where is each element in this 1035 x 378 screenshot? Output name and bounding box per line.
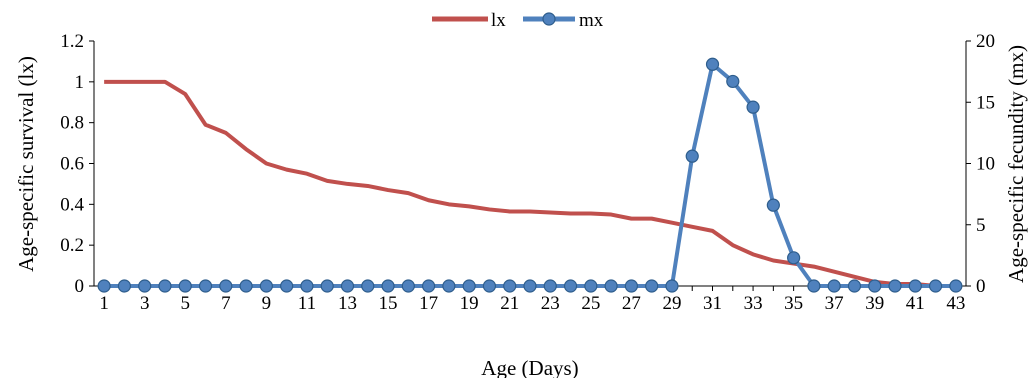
- right-y-tick-label: 0: [976, 276, 986, 297]
- left-y-tick-label: 0.4: [60, 194, 84, 215]
- data-point-mx: [908, 279, 922, 293]
- left-y-tick-label: 1: [75, 72, 85, 93]
- right-y-axis-title: Age-specific fecundity (mx): [1004, 45, 1028, 283]
- axes: [93, 41, 967, 287]
- data-point-mx: [239, 279, 253, 293]
- x-tick-label: 39: [865, 293, 884, 314]
- data-point-mx: [300, 279, 314, 293]
- data-point-mx: [604, 279, 618, 293]
- data-point-mx: [340, 279, 355, 293]
- left-y-tick-label: 0.8: [60, 113, 84, 134]
- legend-label-mx: mx: [579, 10, 604, 31]
- data-point-mx: [726, 74, 740, 89]
- right-y-tick-label: 20: [976, 31, 995, 52]
- x-tick-label: 13: [338, 293, 357, 314]
- series-lx: [104, 79, 956, 288]
- data-point-mx: [766, 198, 780, 212]
- x-tick-label: 29: [662, 293, 681, 314]
- data-point-mx: [543, 279, 557, 293]
- left-y-axis-title: Age-specific survival (lx): [14, 56, 38, 272]
- right-y-tick-label: 15: [976, 92, 995, 113]
- data-point-mx: [584, 279, 598, 293]
- left-y-tick-label: 0: [75, 276, 85, 297]
- data-point-mx: [138, 279, 152, 293]
- legend-label-lx: lx: [491, 10, 506, 31]
- x-tick-label: 15: [379, 293, 398, 314]
- x-tick-label: 7: [221, 293, 231, 314]
- data-point-mx: [827, 279, 841, 293]
- right-y-tick-label: 5: [976, 215, 986, 236]
- x-tick-label: 19: [460, 293, 479, 314]
- right-y-tick-label: 10: [976, 154, 995, 175]
- data-point-mx: [563, 279, 578, 293]
- data-point-mx: [685, 149, 699, 163]
- data-point-mx: [361, 279, 375, 293]
- data-point-mx: [928, 279, 943, 293]
- data-point-mx: [746, 100, 760, 114]
- data-point-mx: [482, 279, 497, 293]
- data-point-mx: [847, 279, 862, 293]
- data-point-mx: [705, 57, 720, 71]
- data-point-mx: [787, 251, 801, 265]
- x-tick-label: 27: [622, 293, 641, 314]
- data-point-mx: [442, 279, 456, 293]
- data-point-mx: [624, 279, 638, 293]
- x-tick-label: 31: [703, 293, 722, 314]
- legend-marker-mx: [542, 12, 556, 26]
- x-tick-label: 43: [946, 293, 965, 314]
- data-point-mx: [219, 279, 233, 293]
- x-tick-label: 1: [99, 293, 109, 314]
- left-y-tick-label: 0.6: [60, 154, 84, 175]
- x-tick-label: 33: [744, 293, 763, 314]
- data-point-mx: [97, 279, 111, 293]
- legend: lx mx: [432, 10, 604, 31]
- x-tick-label: 21: [500, 293, 519, 314]
- x-tick-label: 25: [581, 293, 600, 314]
- left-y-tick-label: 1.2: [60, 31, 84, 52]
- data-point-mx: [503, 279, 517, 293]
- data-point-mx: [807, 279, 821, 293]
- data-point-mx: [381, 279, 395, 293]
- data-point-mx: [117, 279, 132, 293]
- data-point-mx: [645, 279, 659, 293]
- x-tick-label: 41: [906, 293, 925, 314]
- x-tick-label: 5: [181, 293, 191, 314]
- x-tick-label: 9: [262, 293, 272, 314]
- data-point-mx: [665, 279, 679, 293]
- data-point-mx: [158, 279, 172, 293]
- data-point-mx: [280, 279, 294, 293]
- data-point-mx: [259, 279, 273, 293]
- data-point-mx: [401, 279, 415, 293]
- x-tick-label: 3: [140, 293, 150, 314]
- data-point-mx: [462, 279, 476, 293]
- data-point-mx: [320, 279, 334, 293]
- series-line-mx: [104, 62, 956, 288]
- x-tick-label: 37: [825, 293, 844, 314]
- series-line-lx: [104, 79, 956, 288]
- series-mx: [97, 57, 963, 293]
- data-point-mx: [523, 279, 537, 293]
- data-point-mx: [178, 279, 192, 293]
- x-tick-label: 17: [419, 293, 438, 314]
- data-point-mx: [868, 279, 882, 293]
- x-tick-label: 23: [541, 293, 560, 314]
- x-tick-label: 35: [784, 293, 803, 314]
- data-point-mx: [888, 279, 902, 293]
- data-point-mx: [198, 279, 213, 293]
- data-point-mx: [949, 279, 963, 293]
- left-y-tick-label: 0.2: [60, 235, 84, 256]
- data-point-mx: [422, 279, 436, 293]
- x-axis-title: Age (Days): [481, 356, 578, 378]
- x-tick-label: 11: [298, 293, 316, 314]
